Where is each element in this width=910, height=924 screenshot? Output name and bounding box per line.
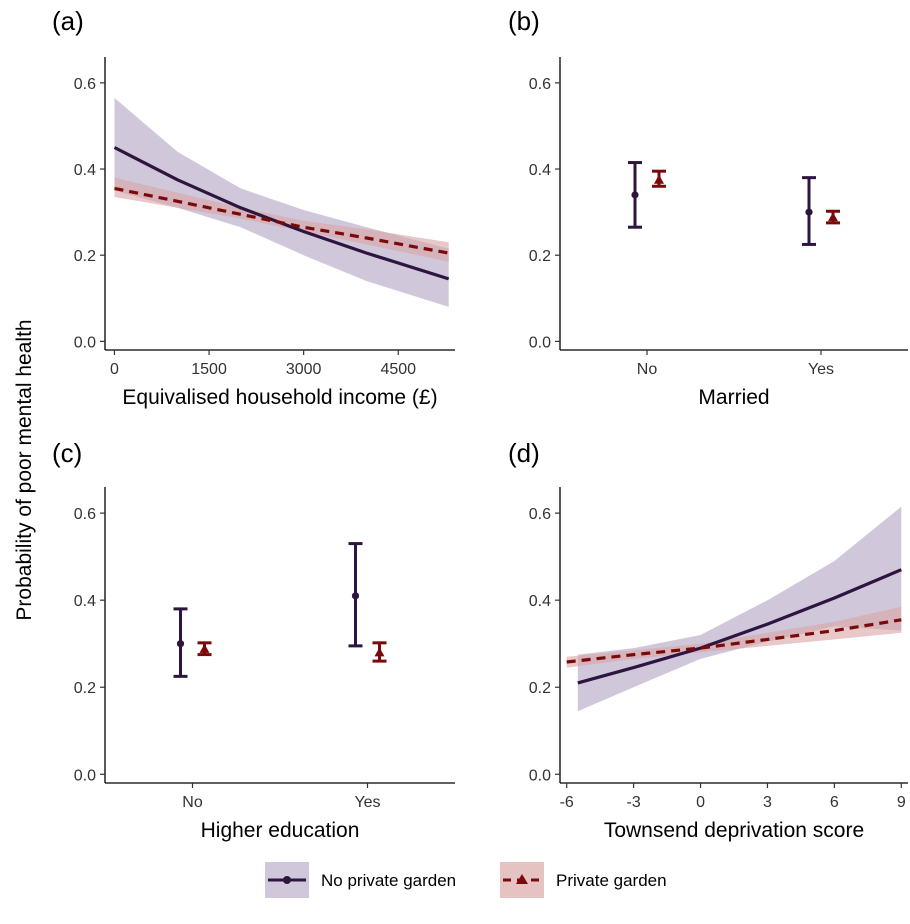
x-tick-label: 0	[110, 361, 119, 378]
errorbar-garden	[826, 209, 840, 225]
x-tick-label: -6	[560, 794, 574, 811]
x-tick-label: 3000	[286, 361, 322, 378]
x-axis-title: Higher education	[201, 819, 360, 842]
point-marker	[805, 208, 813, 216]
x-tick-label: 1500	[191, 361, 227, 378]
y-tick-label: 0.6	[74, 76, 96, 93]
x-axis-title: Equivalised household income (£)	[122, 386, 437, 409]
panel-label: (b)	[508, 6, 540, 36]
y-tick-label: 0.6	[529, 76, 551, 93]
errorbar-garden	[372, 641, 387, 663]
legend-key-marker	[516, 874, 528, 884]
x-axis-title: Townsend deprivation score	[604, 819, 864, 842]
y-tick-label: 0.2	[529, 248, 551, 265]
x-tick-label: Yes	[354, 794, 380, 811]
ci-band-garden	[114, 177, 449, 262]
legend: No private garden Private garden	[265, 862, 667, 898]
panel-2: (b) 0.0 0.2 0.4 0.6 No Yes Married	[508, 6, 908, 409]
errorbar-garden	[652, 169, 666, 188]
y-tick-label: 0.2	[74, 680, 96, 697]
y-tick-label: 0.0	[529, 767, 551, 784]
legend-label: No private garden	[321, 871, 456, 890]
x-tick-label: -3	[626, 794, 640, 811]
y-tick-label: 0.0	[74, 767, 96, 784]
x-tick-label: 4500	[380, 361, 416, 378]
y-tick-label: 0.0	[529, 334, 551, 351]
errorbar-garden	[197, 641, 212, 657]
panel-4: (d) 0.0 0.2 0.4 0.6 -6 -3 0 3 6 9 Townsend deprivat…	[508, 438, 908, 842]
panel-1: (a) 0.0 0.2 0.4 0.6 0 1500 3000 4500 Equivalised …	[52, 6, 455, 409]
panel-label: (d)	[508, 438, 540, 468]
x-tick-label: Yes	[808, 361, 834, 378]
x-tick-label: 6	[830, 794, 839, 811]
series-line-no-garden	[577, 568, 902, 685]
legend-item-garden: Private garden	[500, 862, 667, 898]
point-marker	[374, 647, 385, 657]
legend-key-marker	[283, 876, 291, 884]
point-marker	[631, 191, 639, 199]
x-tick-label: No	[637, 361, 658, 378]
x-tick-label: 9	[897, 794, 906, 811]
series-line-garden	[566, 618, 902, 664]
panel-label: (c)	[52, 438, 82, 468]
x-tick-label: No	[182, 794, 203, 811]
errorbar-no-garden	[173, 607, 188, 678]
series-line-no-garden	[113, 146, 450, 281]
errorbar-no-garden	[628, 161, 642, 229]
y-tick-label: 0.0	[74, 334, 96, 351]
y-tick-label: 0.2	[529, 680, 551, 697]
y-tick-label: 0.4	[74, 162, 96, 179]
y-axis-title: Probability of poor mental health	[13, 319, 36, 620]
legend-label: Private garden	[556, 871, 667, 890]
point-marker	[351, 592, 360, 600]
point-marker	[176, 640, 185, 648]
y-tick-label: 0.6	[529, 506, 551, 523]
point-marker	[199, 643, 210, 653]
y-tick-label: 0.6	[74, 506, 96, 523]
x-tick-label: 3	[763, 794, 772, 811]
errorbar-no-garden	[348, 542, 363, 648]
panels: (a) 0.0 0.2 0.4 0.6 0 1500 3000 4500 Equivalised …	[52, 6, 908, 842]
y-tick-label: 0.4	[74, 593, 96, 610]
x-tick-label: 0	[696, 794, 705, 811]
legend-item-no-garden: No private garden	[265, 862, 456, 898]
x-axis-title: Married	[698, 386, 769, 409]
panel-label: (a)	[52, 6, 84, 36]
y-tick-label: 0.4	[529, 593, 551, 610]
point-marker	[654, 174, 664, 184]
ci-band-no-garden	[577, 506, 902, 712]
point-marker	[828, 212, 838, 222]
y-tick-label: 0.4	[529, 162, 551, 179]
ci-band-garden	[566, 606, 902, 668]
y-tick-label: 0.2	[74, 248, 96, 265]
errorbar-no-garden	[802, 176, 816, 246]
series-line-garden	[114, 186, 449, 255]
panel-3: (c) 0.0 0.2 0.4 0.6 No Yes Higher education	[52, 438, 455, 842]
ci-band-no-garden	[114, 97, 449, 307]
